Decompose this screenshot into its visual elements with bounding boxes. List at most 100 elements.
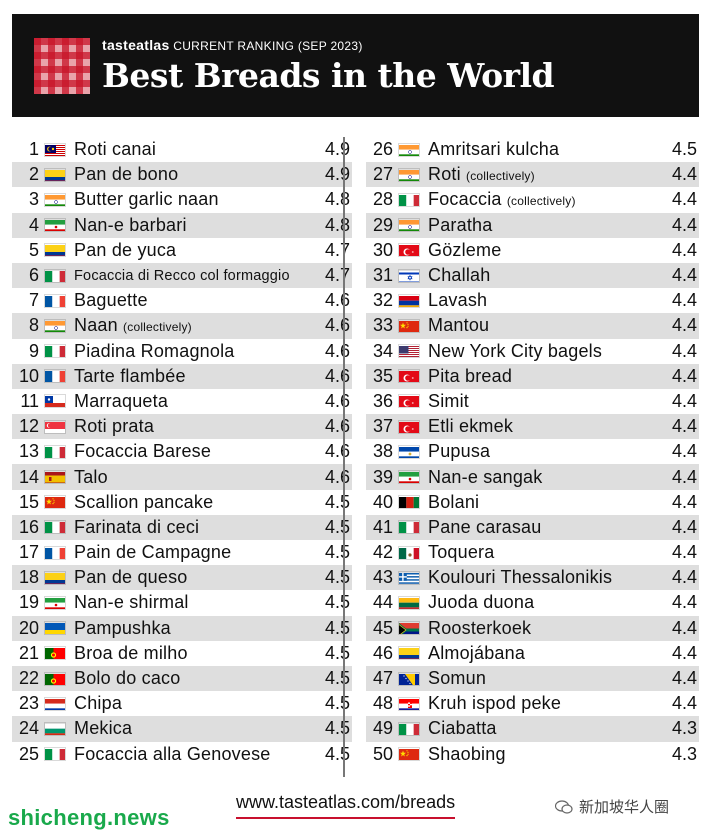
ranking-row: 47 Somun 4.4 bbox=[366, 665, 699, 692]
rating-score: 4.4 bbox=[671, 693, 697, 714]
china-flag-icon bbox=[398, 318, 420, 333]
rank-number: 24 bbox=[18, 718, 39, 739]
rank-number: 31 bbox=[372, 265, 393, 286]
bread-name-text: Bolani bbox=[428, 491, 480, 512]
colombia-flag-icon bbox=[44, 243, 66, 258]
china-flag-icon bbox=[44, 495, 66, 510]
bread-name-text: Scallion pancake bbox=[74, 491, 214, 512]
rating-score: 4.5 bbox=[324, 567, 350, 588]
bread-name-text: Pan de yuca bbox=[74, 239, 177, 260]
rank-number: 5 bbox=[28, 239, 39, 260]
rating-score: 4.4 bbox=[671, 516, 697, 537]
colombia-flag-icon bbox=[44, 570, 66, 585]
italy-flag-icon bbox=[398, 192, 420, 207]
bread-name: Nan-e sangak bbox=[428, 467, 665, 488]
bread-name-text: Pan de bono bbox=[74, 164, 179, 185]
ranking-row: 24 Mekica 4.5 bbox=[12, 716, 352, 742]
india-flag-icon bbox=[398, 218, 420, 233]
bread-name: Etli ekmek bbox=[428, 416, 665, 437]
ranking-row: 39 Nan-e sangak 4.4 bbox=[366, 464, 699, 490]
rating-score: 4.4 bbox=[671, 365, 697, 386]
ranking-row: 46 Almojábana 4.4 bbox=[366, 641, 699, 666]
rating-score: 4.5 bbox=[324, 693, 350, 714]
bread-name: Bolo do caco bbox=[74, 668, 318, 689]
ranking-row: 43 Koulouri Thessalonikis 4.4 bbox=[366, 565, 699, 591]
mexico-flag-icon bbox=[398, 545, 420, 560]
israel-flag-icon bbox=[398, 268, 420, 283]
rank-number: 28 bbox=[372, 189, 393, 210]
ranking-row: 8 Naan (collectively) 4.6 bbox=[12, 313, 352, 339]
rank-number: 37 bbox=[372, 416, 393, 437]
ukraine-flag-icon bbox=[44, 621, 66, 636]
bread-name-text: Roti bbox=[428, 164, 461, 185]
rank-number: 25 bbox=[18, 743, 39, 764]
bread-name-text: Bolo do caco bbox=[74, 668, 181, 689]
bread-name-text: Farinata di ceci bbox=[74, 516, 200, 537]
bread-name: Broa de milho bbox=[74, 643, 318, 664]
india-flag-icon bbox=[398, 167, 420, 182]
ranking-row: 29 Paratha 4.4 bbox=[366, 212, 699, 238]
southafrica-flag-icon bbox=[398, 621, 420, 636]
ranking-row: 12 Roti prata 4.6 bbox=[12, 414, 352, 440]
bread-name: Roti canai bbox=[74, 139, 318, 160]
bread-name-text: Baguette bbox=[74, 290, 148, 311]
rank-number: 45 bbox=[372, 617, 393, 638]
ranking-row: 22 Bolo do caco 4.5 bbox=[12, 665, 352, 692]
rank-number: 16 bbox=[18, 516, 39, 537]
iran-flag-icon bbox=[44, 595, 66, 610]
rank-number: 39 bbox=[372, 466, 393, 487]
rank-number: 33 bbox=[372, 315, 393, 336]
column-divider bbox=[343, 137, 345, 777]
iran-flag-icon bbox=[44, 218, 66, 233]
rank-number: 17 bbox=[18, 542, 39, 563]
afghanistan-flag-icon bbox=[398, 495, 420, 510]
rank-number: 49 bbox=[372, 718, 393, 739]
source-link[interactable]: www.tasteatlas.com/breads bbox=[236, 792, 456, 819]
rating-score: 4.5 bbox=[671, 139, 697, 160]
rating-score: 4.4 bbox=[671, 164, 697, 185]
rank-number: 21 bbox=[18, 642, 39, 663]
ranking-row: 2 Pan de bono 4.9 bbox=[12, 162, 352, 188]
rank-number: 11 bbox=[20, 390, 39, 411]
bread-name-text: Gözleme bbox=[428, 239, 502, 260]
croatia-flag-icon bbox=[398, 696, 420, 711]
bread-name: Scallion pancake bbox=[74, 492, 318, 513]
rank-number: 32 bbox=[372, 290, 393, 311]
india-flag-icon bbox=[44, 318, 66, 333]
rating-score: 4.6 bbox=[324, 290, 350, 311]
bread-name-text: Kruh ispod peke bbox=[428, 693, 562, 714]
watermark-right-text: 新加坡华人圈 bbox=[579, 798, 670, 816]
watermark-right: 新加坡华人圈 bbox=[555, 796, 669, 817]
bread-name: Mekica bbox=[74, 718, 318, 739]
rank-number: 19 bbox=[18, 592, 39, 613]
bread-name: Piadina Romagnola bbox=[74, 341, 318, 362]
rating-score: 4.9 bbox=[324, 164, 350, 185]
rank-number: 36 bbox=[372, 390, 393, 411]
rating-score: 4.5 bbox=[324, 516, 350, 537]
colombia-flag-icon bbox=[398, 646, 420, 661]
ranking-row: 5 Pan de yuca 4.7 bbox=[12, 238, 352, 263]
ranking-row: 4 Nan-e barbari 4.8 bbox=[12, 212, 352, 238]
bread-name: Amritsari kulcha bbox=[428, 139, 665, 160]
bread-name: Pita bread bbox=[428, 366, 665, 387]
bread-name-text: Focaccia di Recco col formaggio bbox=[74, 267, 290, 284]
rank-number: 44 bbox=[372, 592, 393, 613]
bread-name-text: Lavash bbox=[428, 290, 488, 311]
bread-name-text: Butter garlic naan bbox=[74, 189, 219, 210]
rating-score: 4.4 bbox=[671, 416, 697, 437]
bread-name-text: Shaobing bbox=[428, 743, 506, 764]
bread-name: Nan-e shirmal bbox=[74, 592, 318, 613]
bread-name-text: Simit bbox=[428, 390, 469, 411]
bread-name: Pampushka bbox=[74, 618, 318, 639]
ranking-column-left: 1 Roti canai 4.9 2 Pan de bono 4.9 3 Butter gar… bbox=[12, 137, 352, 767]
rating-score: 4.4 bbox=[671, 642, 697, 663]
rating-score: 4.4 bbox=[671, 567, 697, 588]
rank-number: 12 bbox=[18, 416, 39, 437]
bread-name-text: Tarte flambée bbox=[74, 365, 186, 386]
bread-name: Baguette bbox=[74, 290, 318, 311]
france-flag-icon bbox=[44, 369, 66, 384]
portugal-flag-icon bbox=[44, 646, 66, 661]
italy-flag-icon bbox=[398, 520, 420, 535]
ranking-row: 50 Shaobing 4.3 bbox=[366, 742, 699, 767]
ranking-row: 44 Juoda duona 4.4 bbox=[366, 590, 699, 615]
